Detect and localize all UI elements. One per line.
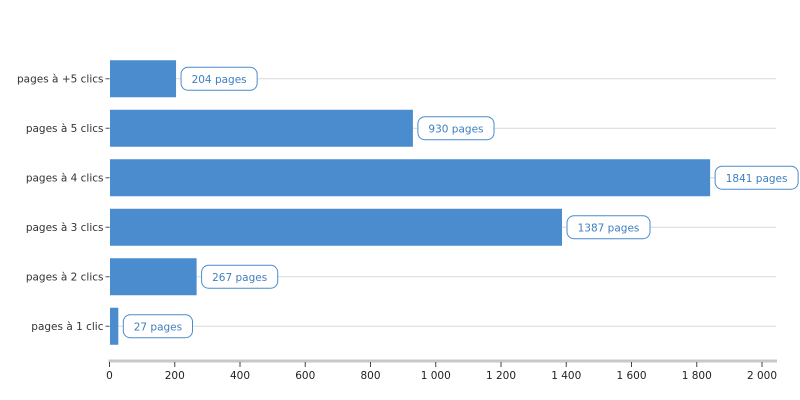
data-label-box (714, 165, 799, 190)
bar (110, 109, 413, 147)
x-tick-label: 600 (295, 370, 315, 382)
x-tick-label: 800 (360, 370, 380, 382)
data-label-box (180, 66, 258, 91)
category-label: pages à 5 clics (26, 123, 104, 135)
x-tick-label: 200 (165, 370, 185, 382)
x-tick-label: 400 (230, 370, 250, 382)
data-label-box (566, 215, 651, 240)
bar (110, 258, 197, 296)
data-label: 204 pages (192, 74, 247, 86)
x-tick-label: 1 000 (421, 370, 451, 382)
category-label: pages à 1 clic (31, 321, 103, 333)
bar (110, 307, 119, 345)
data-label-box (122, 314, 194, 339)
category-label: pages à 4 clics (26, 172, 104, 184)
x-tick-label: 1 200 (486, 370, 516, 382)
bar (110, 60, 177, 98)
x-tick-label: 1 600 (616, 370, 646, 382)
data-label-box (201, 264, 279, 289)
data-label: 930 pages (428, 123, 483, 135)
data-label: 1841 pages (726, 173, 788, 185)
category-label: pages à 3 clics (26, 222, 104, 234)
x-tick-label: 2 000 (747, 370, 777, 382)
x-tick-label: 1 800 (682, 370, 712, 382)
category-label: pages à 2 clics (26, 271, 104, 283)
data-label: 27 pages (134, 321, 182, 333)
x-tick-label: 0 (106, 370, 113, 382)
bar (110, 159, 711, 197)
data-label: 1387 pages (578, 222, 640, 234)
data-label-box (417, 116, 495, 141)
category-label: pages à +5 clics (17, 73, 103, 85)
data-label: 267 pages (212, 272, 267, 284)
x-tick-label: 1 400 (551, 370, 581, 382)
bar (110, 208, 563, 246)
